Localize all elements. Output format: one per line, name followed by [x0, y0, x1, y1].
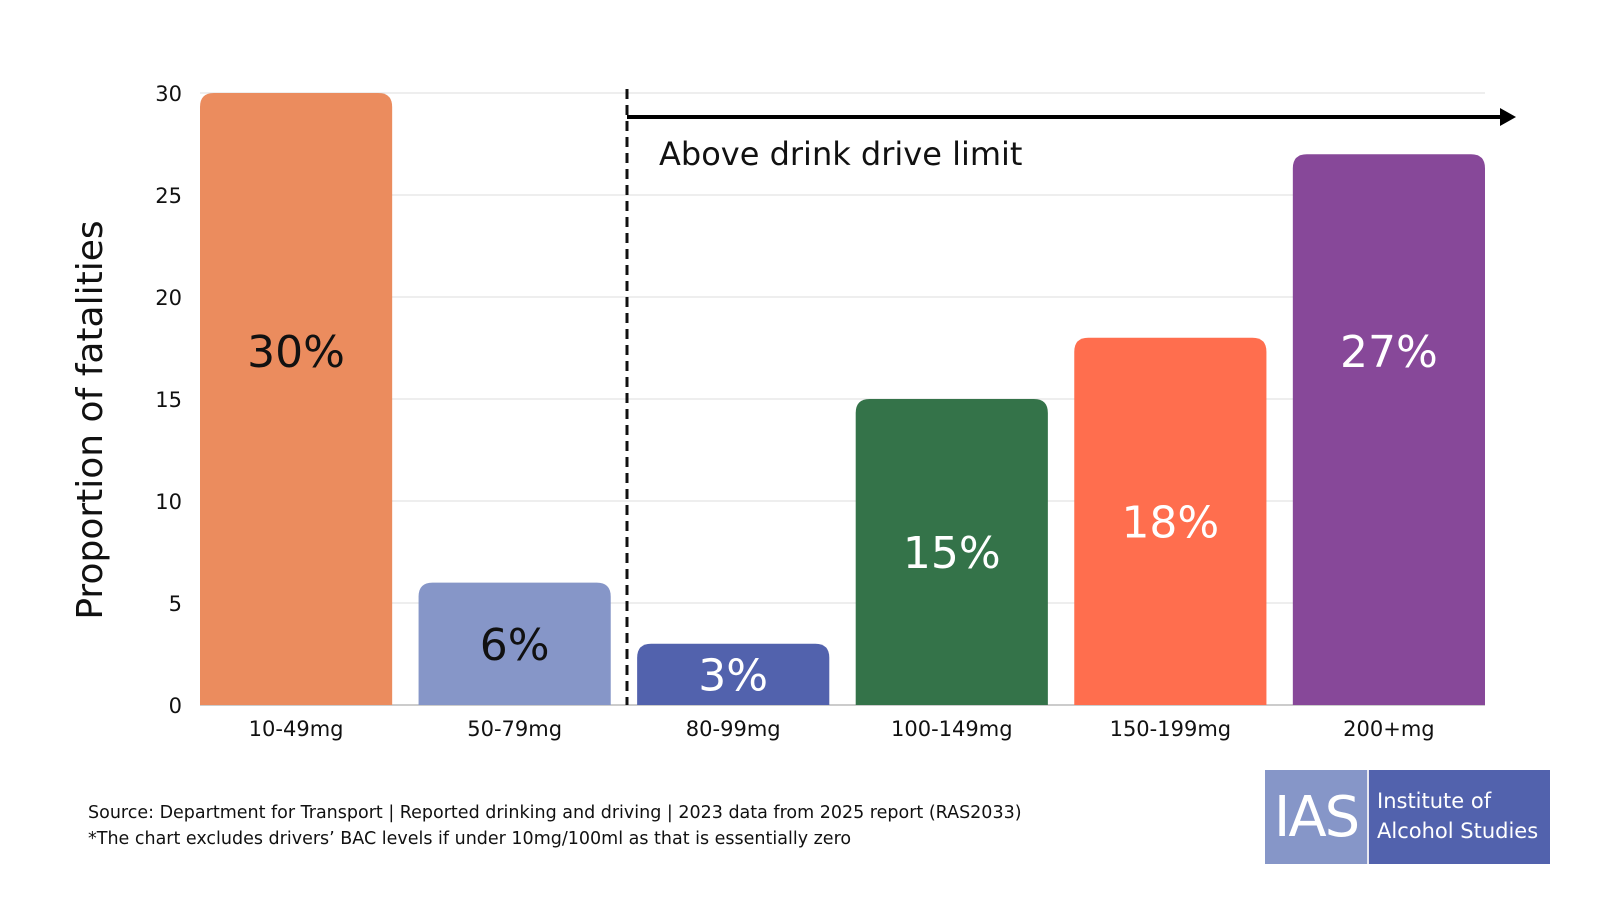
x-category-label: 10-49mg: [249, 717, 344, 741]
arrow-head-icon: [1500, 108, 1516, 126]
bar-value-label: 30%: [247, 327, 345, 378]
y-tick-label: 25: [155, 184, 182, 208]
footnote-text: *The chart excludes drivers’ BAC levels …: [88, 829, 852, 849]
x-axis-labels: 10-49mg 50-79mg 80-99mg 100-149mg 150-199mg 2…: [249, 717, 1435, 741]
bar: [855, 399, 1048, 705]
bar-value-label: 18%: [1121, 497, 1219, 548]
logo-abbr: IAS: [1265, 770, 1367, 864]
x-category-label: 150-199mg: [1110, 717, 1232, 741]
bar-value-label: 6%: [480, 620, 550, 671]
y-tick-label: 20: [155, 286, 182, 310]
gridlines: [200, 92, 1485, 706]
logo-name: Institute of Alcohol Studies: [1367, 770, 1550, 864]
bar: [418, 582, 611, 705]
y-axis-label: Proportion of fatalities: [70, 220, 111, 619]
bar: [1074, 337, 1267, 705]
logo-line-2: Alcohol Studies: [1377, 819, 1539, 843]
bar: [200, 93, 393, 705]
x-category-label: 50-79mg: [467, 717, 562, 741]
bars: 30% 6% 3% 15% 18% 27%: [200, 93, 1485, 705]
bar-value-label: 15%: [903, 528, 1001, 579]
y-tick-label: 5: [169, 592, 182, 616]
bar-value-label: 3%: [698, 650, 768, 701]
x-category-label: 200+mg: [1343, 717, 1434, 741]
source-text: Source: Department for Transport | Repor…: [88, 803, 1022, 823]
bar: [1292, 154, 1485, 705]
source-notes: Source: Department for Transport | Repor…: [88, 800, 1022, 852]
logo-line-1: Institute of: [1377, 789, 1492, 813]
bar: [637, 643, 830, 705]
y-axis-ticks: 0 5 10 15 20 25 30: [155, 82, 182, 718]
y-tick-label: 30: [155, 82, 182, 106]
bar-value-label: 27%: [1340, 327, 1438, 378]
above-limit-annotation: Above drink drive limit: [659, 135, 1022, 173]
y-tick-label: 10: [155, 490, 182, 514]
y-tick-label: 0: [169, 694, 182, 718]
x-category-label: 80-99mg: [686, 717, 781, 741]
ias-logo: IAS Institute of Alcohol Studies: [1265, 770, 1550, 864]
x-category-label: 100-149mg: [891, 717, 1013, 741]
y-tick-label: 15: [155, 388, 182, 412]
